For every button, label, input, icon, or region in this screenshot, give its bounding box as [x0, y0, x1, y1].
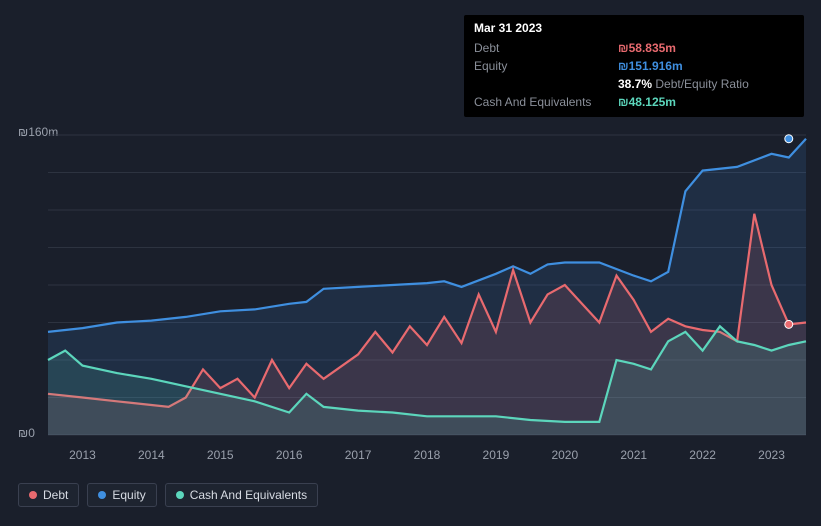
tooltip-row-value: ₪151.916m — [618, 57, 794, 75]
x-tick: 2023 — [758, 448, 785, 462]
chart-legend: Debt Equity Cash And Equivalents — [18, 483, 318, 507]
tooltip-title: Mar 31 2023 — [474, 21, 794, 35]
legend-item[interactable]: Equity — [87, 483, 156, 507]
legend-label: Debt — [43, 488, 68, 502]
legend-item[interactable]: Debt — [18, 483, 79, 507]
legend-dot-icon — [29, 491, 37, 499]
tooltip-row-label: Cash And Equivalents — [474, 93, 618, 111]
x-tick: 2014 — [138, 448, 165, 462]
legend-dot-icon — [98, 491, 106, 499]
x-tick: 2017 — [345, 448, 372, 462]
legend-dot-icon — [176, 491, 184, 499]
tooltip-row-value: ₪48.125m — [618, 93, 794, 111]
x-tick: 2018 — [414, 448, 441, 462]
legend-label: Equity — [112, 488, 145, 502]
tooltip-row: Equity₪151.916m — [474, 57, 794, 75]
legend-label: Cash And Equivalents — [190, 488, 307, 502]
x-tick: 2021 — [620, 448, 647, 462]
x-tick: 2013 — [69, 448, 96, 462]
tooltip-table: Debt₪58.835mEquity₪151.916m38.7% Debt/Eq… — [474, 39, 794, 111]
x-tick: 2019 — [483, 448, 510, 462]
tooltip-row-value: 38.7% Debt/Equity Ratio — [618, 75, 794, 93]
tooltip-row: 38.7% Debt/Equity Ratio — [474, 75, 794, 93]
tooltip-row: Cash And Equivalents₪48.125m — [474, 93, 794, 111]
legend-item[interactable]: Cash And Equivalents — [165, 483, 318, 507]
tooltip-row-value: ₪58.835m — [618, 39, 794, 57]
tooltip-row-label: Equity — [474, 57, 618, 75]
marker-debt — [785, 320, 793, 328]
x-tick: 2016 — [276, 448, 303, 462]
x-tick: 2020 — [551, 448, 578, 462]
tooltip-row: Debt₪58.835m — [474, 39, 794, 57]
x-tick: 2022 — [689, 448, 716, 462]
marker-equity — [785, 135, 793, 143]
chart-tooltip: Mar 31 2023 Debt₪58.835mEquity₪151.916m3… — [464, 15, 804, 117]
x-tick: 2015 — [207, 448, 234, 462]
tooltip-row-label: Debt — [474, 39, 618, 57]
tooltip-row-label — [474, 75, 618, 93]
